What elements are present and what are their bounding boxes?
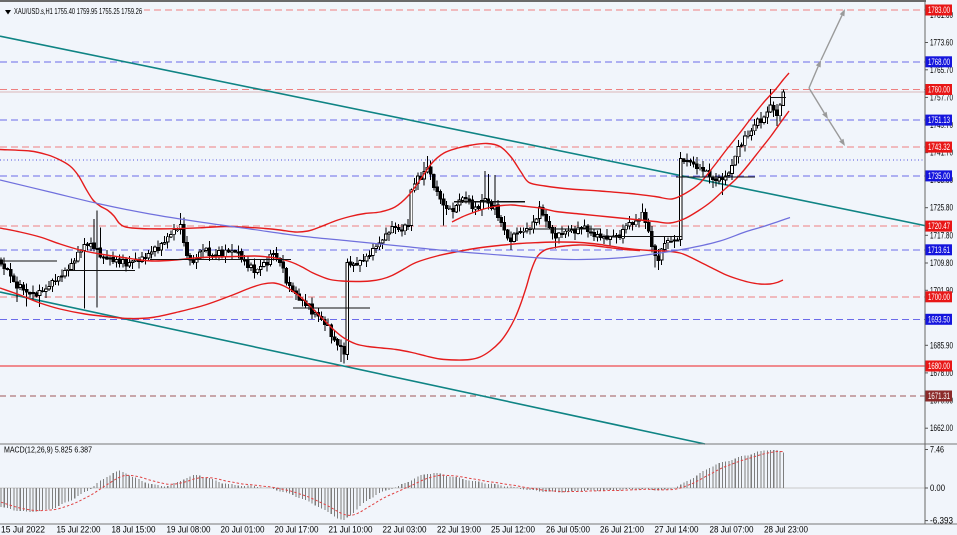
svg-text:25 Jul 12:00: 25 Jul 12:00 bbox=[491, 525, 535, 535]
svg-text:1717.80: 1717.80 bbox=[930, 230, 953, 240]
svg-text:22 Jul 19:00: 22 Jul 19:00 bbox=[437, 525, 481, 535]
svg-text:26 Jul 05:00: 26 Jul 05:00 bbox=[546, 525, 590, 535]
svg-text:26 Jul 21:00: 26 Jul 21:00 bbox=[600, 525, 644, 535]
svg-text:1693.50: 1693.50 bbox=[928, 314, 950, 324]
svg-text:MACD(12,26,9) 5.825 6.387: MACD(12,26,9) 5.825 6.387 bbox=[4, 445, 92, 455]
svg-text:1757.70: 1757.70 bbox=[930, 92, 953, 102]
svg-text:1768.00: 1768.00 bbox=[928, 57, 950, 67]
svg-text:28 Jul 07:00: 28 Jul 07:00 bbox=[710, 525, 754, 535]
svg-text:15 Jul 22:00: 15 Jul 22:00 bbox=[57, 525, 101, 535]
svg-text:1751.13: 1751.13 bbox=[928, 115, 950, 125]
svg-text:1713.61: 1713.61 bbox=[928, 245, 950, 255]
svg-text:1765.70: 1765.70 bbox=[930, 65, 953, 75]
svg-text:18 Jul 15:00: 18 Jul 15:00 bbox=[112, 525, 156, 535]
svg-text:15 Jul 2022: 15 Jul 2022 bbox=[1, 525, 45, 535]
svg-text:1678.00: 1678.00 bbox=[930, 368, 953, 378]
svg-text:1741.70: 1741.70 bbox=[930, 148, 953, 158]
svg-text:1671.31: 1671.31 bbox=[928, 391, 950, 401]
svg-text:1783.00: 1783.00 bbox=[928, 5, 950, 15]
svg-text:0.00: 0.00 bbox=[930, 483, 945, 493]
svg-text:19 Jul 08:00: 19 Jul 08:00 bbox=[167, 525, 211, 535]
svg-text:1680.00: 1680.00 bbox=[928, 361, 950, 371]
svg-text:1662.00: 1662.00 bbox=[930, 423, 953, 433]
svg-text:1709.80: 1709.80 bbox=[930, 258, 953, 268]
svg-text:7.46: 7.46 bbox=[930, 445, 944, 455]
svg-text:1725.80: 1725.80 bbox=[930, 203, 953, 213]
svg-text:1743.32: 1743.32 bbox=[928, 142, 950, 152]
svg-text:1720.47: 1720.47 bbox=[928, 221, 950, 231]
svg-text:1760.00: 1760.00 bbox=[928, 85, 950, 95]
svg-text:-6.393: -6.393 bbox=[930, 516, 953, 526]
svg-text:1685.90: 1685.90 bbox=[930, 340, 953, 350]
svg-text:XAU/USD.s,H1 1755.40 1759.95 1: XAU/USD.s,H1 1755.40 1759.95 1755.25 175… bbox=[14, 7, 142, 16]
svg-text:21 Jul 10:00: 21 Jul 10:00 bbox=[329, 525, 373, 535]
svg-text:20 Jul 17:00: 20 Jul 17:00 bbox=[275, 525, 319, 535]
svg-text:1700.00: 1700.00 bbox=[928, 292, 950, 302]
svg-text:27 Jul 14:00: 27 Jul 14:00 bbox=[655, 525, 699, 535]
svg-text:28 Jul 23:00: 28 Jul 23:00 bbox=[764, 525, 808, 535]
svg-text:1701.90: 1701.90 bbox=[930, 285, 953, 295]
svg-text:1773.60: 1773.60 bbox=[930, 38, 953, 48]
svg-text:22 Jul 03:00: 22 Jul 03:00 bbox=[383, 525, 427, 535]
svg-text:20 Jul 01:00: 20 Jul 01:00 bbox=[221, 525, 265, 535]
svg-text:1735.00: 1735.00 bbox=[928, 171, 950, 181]
